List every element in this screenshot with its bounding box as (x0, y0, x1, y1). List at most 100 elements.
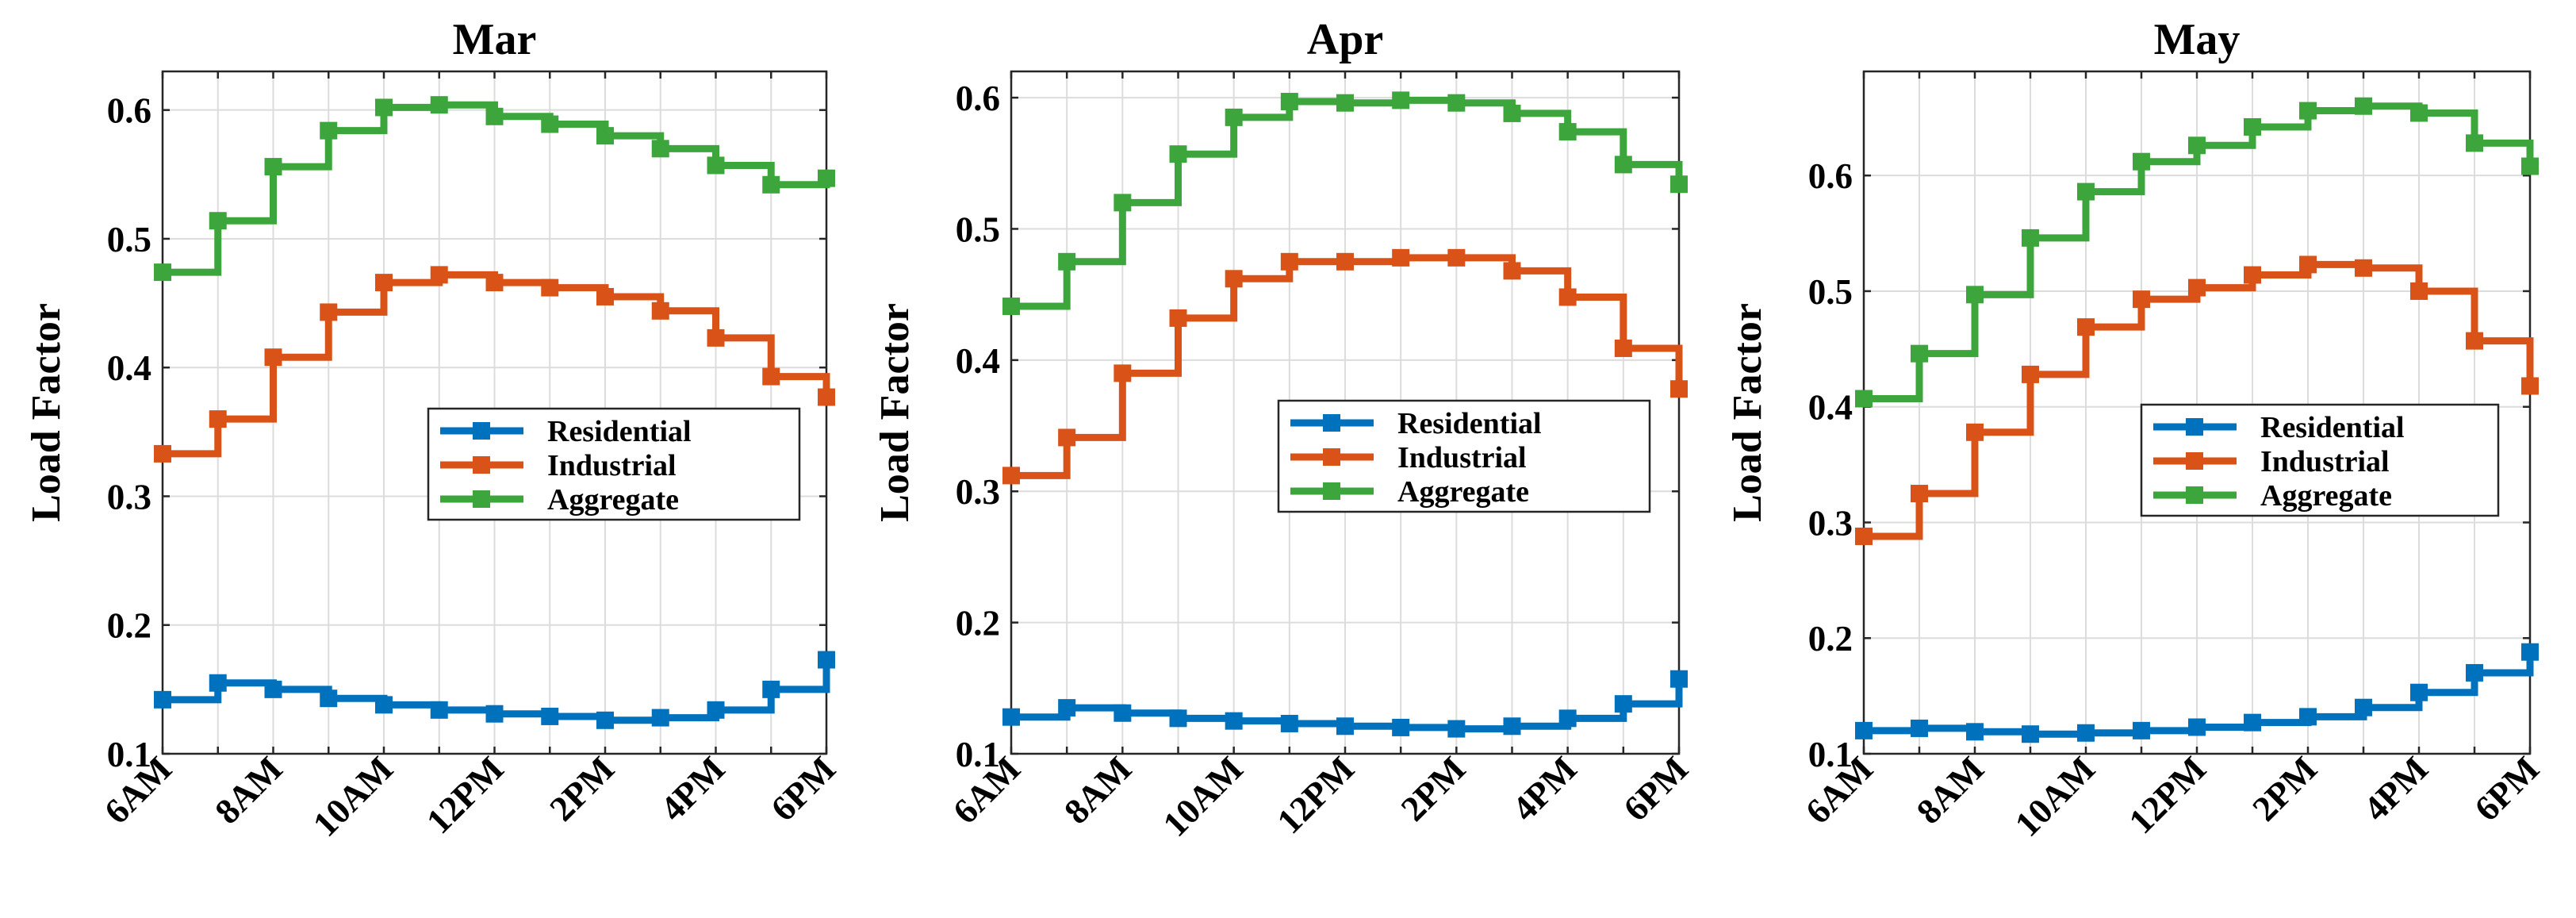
data-point-marker (154, 690, 171, 709)
data-point-marker (2521, 157, 2539, 175)
data-point-marker (707, 156, 725, 175)
data-point-marker (2188, 718, 2206, 736)
data-point-marker (1558, 123, 1577, 141)
y-tick-label: 0.3 (956, 472, 1000, 512)
data-point-marker (1392, 718, 1410, 736)
data-point-marker (1503, 262, 1521, 280)
legend-item-residential: Residential (1290, 407, 1542, 440)
x-tick-label: 10AM (305, 749, 401, 844)
data-point-marker (264, 348, 282, 367)
data-point-marker (1392, 248, 1410, 267)
data-point-marker (1002, 298, 1020, 316)
y-tick-label: 0.1 (956, 735, 1000, 774)
data-point-marker (1225, 270, 1243, 288)
data-point-marker (1558, 288, 1577, 306)
data-point-marker (1855, 721, 1873, 739)
data-point-marker (264, 680, 282, 698)
data-point-marker (762, 175, 780, 194)
legend-label: Industrial (2260, 445, 2390, 478)
series-industrial (1002, 248, 1688, 485)
legend-label: Industrial (547, 449, 677, 482)
data-point-marker (1911, 719, 1928, 737)
y-tick-label: 0.2 (956, 604, 1000, 643)
x-tick-label: 6PM (763, 749, 843, 829)
series-industrial (154, 266, 835, 463)
legend-swatch-marker (2186, 486, 2203, 504)
data-point-marker (596, 287, 614, 305)
data-point-marker (2188, 136, 2206, 155)
y-tick-label: 0.3 (1808, 503, 1853, 543)
legend-label: Residential (2260, 411, 2405, 444)
series-aggregate (1855, 97, 2539, 408)
x-tick-label: 4PM (1505, 749, 1585, 829)
x-tick-label: 12PM (2121, 749, 2214, 842)
legend-swatch-marker (473, 490, 490, 508)
data-point-marker (485, 274, 504, 292)
data-point-marker (1855, 390, 1873, 408)
y-tick-label: 0.2 (1808, 619, 1853, 659)
data-point-marker (485, 107, 504, 125)
data-point-marker (375, 98, 393, 117)
data-point-marker (707, 328, 725, 347)
data-point-marker (2466, 134, 2483, 152)
data-point-marker (1558, 709, 1577, 728)
series-aggregate (154, 96, 835, 282)
y-tick-label: 0.6 (1808, 156, 1853, 196)
data-point-marker (2355, 259, 2372, 277)
data-point-marker (320, 121, 338, 140)
data-point-marker (2133, 721, 2150, 739)
data-point-marker (2355, 97, 2372, 115)
data-point-marker (1336, 252, 1354, 271)
data-point-marker (264, 158, 282, 176)
data-point-marker (430, 701, 448, 719)
data-point-marker (1280, 93, 1298, 111)
data-point-marker (2077, 724, 2095, 742)
y-tick-label: 0.4 (107, 348, 151, 388)
y-tick-label: 0.4 (956, 341, 1000, 381)
data-point-marker (1614, 695, 1632, 713)
data-point-marker (154, 263, 171, 282)
legend-swatch-marker (473, 456, 490, 474)
x-tick-label: 2PM (1393, 749, 1474, 829)
data-point-marker (1336, 94, 1354, 112)
data-point-marker (2188, 278, 2206, 297)
data-point-marker (541, 278, 559, 297)
data-point-marker (2466, 663, 2483, 682)
data-point-marker (2133, 290, 2150, 309)
data-point-marker (2299, 255, 2317, 274)
data-point-marker (596, 127, 614, 145)
data-point-marker (651, 302, 669, 320)
legend-item-aggregate: Aggregate (1290, 475, 1529, 509)
series-residential (1855, 643, 2539, 743)
legend-label: Industrial (1397, 441, 1527, 474)
legend-label: Aggregate (2260, 479, 2392, 513)
data-point-marker (2299, 708, 2317, 726)
data-point-marker (1855, 527, 1873, 545)
y-axis-label: Load Factor (1725, 303, 1770, 522)
data-point-marker (818, 169, 835, 187)
data-point-marker (818, 388, 835, 406)
data-point-marker (1169, 309, 1187, 327)
y-tick-label: 0.5 (107, 220, 151, 259)
x-tick-label: 2PM (542, 749, 622, 829)
data-point-marker (1336, 717, 1354, 736)
x-tick-label: 6PM (1616, 749, 1696, 829)
data-point-marker (2077, 182, 2095, 201)
data-point-marker (2077, 318, 2095, 336)
data-point-marker (762, 367, 780, 386)
data-point-marker (1280, 714, 1298, 732)
legend-item-residential: Residential (440, 415, 692, 448)
data-point-marker (1447, 94, 1466, 112)
series-residential (1002, 670, 1688, 738)
data-point-marker (2410, 683, 2428, 701)
data-point-marker (707, 701, 725, 719)
data-point-marker (2133, 152, 2150, 171)
data-point-marker (1169, 145, 1187, 163)
legend-item-aggregate: Aggregate (2153, 479, 2392, 513)
data-point-marker (1447, 248, 1466, 267)
data-point-marker (651, 140, 669, 158)
